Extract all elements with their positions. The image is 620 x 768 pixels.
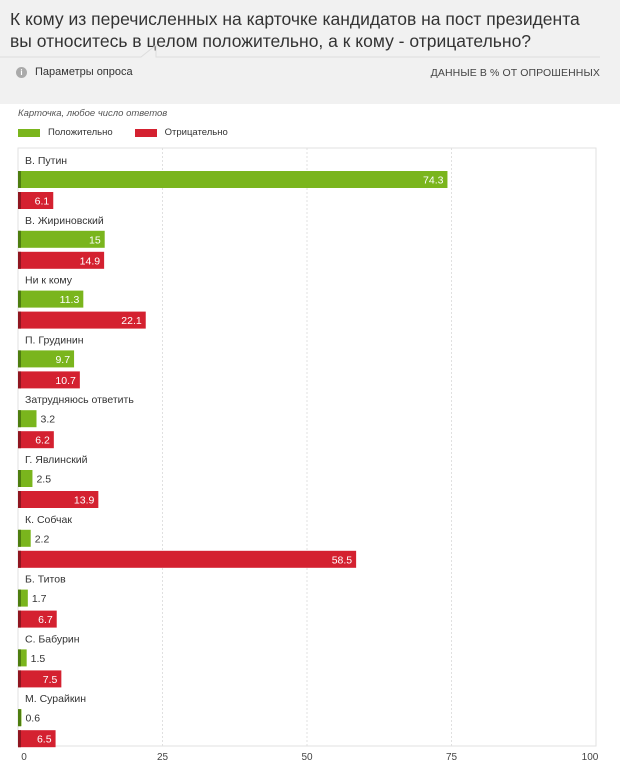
bar-positive bbox=[18, 350, 75, 368]
survey-params-label: Параметры опроса bbox=[35, 66, 133, 78]
legend-label-positive: Положительно bbox=[48, 127, 113, 138]
category-label: Б. Титов bbox=[25, 574, 66, 586]
legend-label-negative: Отрицательно bbox=[164, 127, 228, 138]
bar-marker bbox=[18, 670, 21, 688]
bar-marker bbox=[18, 290, 21, 308]
info-circle-icon: i bbox=[16, 66, 27, 78]
x-tick-label: 75 bbox=[446, 752, 458, 763]
header: К кому из перечисленных на карточке канд… bbox=[0, 0, 620, 104]
bar-negative bbox=[18, 670, 62, 688]
bar-marker bbox=[18, 491, 21, 508]
units-label: ДАННЫЕ В % ОТ ОПРОШЕННЫХ bbox=[430, 67, 600, 79]
data-label: 11.3 bbox=[60, 294, 80, 306]
bar-marker bbox=[18, 350, 21, 368]
x-tick-label: 50 bbox=[301, 752, 313, 763]
data-label: 2.5 bbox=[36, 474, 51, 486]
bar-positive bbox=[18, 410, 37, 428]
data-label: 1.7 bbox=[32, 593, 47, 605]
legend-swatch-negative bbox=[134, 128, 157, 137]
bar-marker bbox=[18, 311, 21, 329]
bar-negative bbox=[18, 730, 56, 748]
category-label: П. Грудинин bbox=[25, 334, 84, 346]
data-label: 14.9 bbox=[80, 255, 101, 267]
category-label: Г. Явлинский bbox=[25, 454, 88, 466]
data-label: 3.2 bbox=[40, 414, 55, 426]
bar-marker bbox=[18, 610, 21, 628]
bar-negative bbox=[18, 491, 99, 508]
bar-marker bbox=[18, 470, 21, 487]
category-label: С. Бабурин bbox=[25, 633, 80, 645]
data-label: 6.2 bbox=[35, 435, 50, 447]
legend: Положительно Отрицательно bbox=[18, 127, 250, 138]
bar-marker bbox=[18, 529, 21, 547]
data-label: 58.5 bbox=[332, 554, 353, 566]
bar-marker bbox=[18, 550, 21, 568]
category-label: К. Собчак bbox=[25, 514, 72, 526]
bar-positive bbox=[18, 589, 28, 607]
data-label: 9.7 bbox=[55, 354, 70, 366]
bar-positive bbox=[18, 470, 33, 487]
bar-marker bbox=[18, 251, 21, 269]
chart-subtitle: Карточка, любое число ответов bbox=[18, 108, 168, 119]
data-label: 1.5 bbox=[31, 653, 46, 665]
bar-negative bbox=[18, 431, 54, 449]
x-tick-label: 100 bbox=[582, 752, 599, 763]
bar-marker bbox=[18, 192, 21, 209]
legend-swatch-positive bbox=[18, 128, 40, 137]
bar-marker bbox=[18, 431, 21, 449]
bar-negative bbox=[18, 251, 105, 269]
bar-positive bbox=[18, 290, 84, 308]
survey-params-link[interactable]: i Параметры опроса bbox=[16, 66, 133, 78]
bar-positive bbox=[18, 649, 27, 667]
legend-item-positive[interactable]: Положительно bbox=[18, 127, 113, 138]
category-label: М. Сурайкин bbox=[25, 693, 86, 705]
bar-marker bbox=[18, 649, 21, 667]
data-label: 7.5 bbox=[43, 674, 58, 686]
data-label: 13.9 bbox=[74, 495, 95, 507]
bar-positive bbox=[18, 529, 31, 547]
bar-marker bbox=[18, 371, 21, 389]
bar-marker bbox=[18, 171, 21, 188]
category-label: В. Жириновский bbox=[25, 215, 104, 227]
data-label: 6.7 bbox=[38, 614, 53, 626]
bar-positive bbox=[18, 171, 448, 188]
data-label: 74.3 bbox=[423, 175, 444, 187]
category-label: Ни к кому bbox=[25, 275, 73, 287]
data-label: 6.1 bbox=[35, 196, 50, 208]
bar-negative bbox=[18, 311, 146, 329]
bar-negative bbox=[18, 550, 357, 568]
data-label: 0.6 bbox=[25, 713, 40, 725]
bar-negative bbox=[18, 371, 80, 389]
params-tab-line bbox=[0, 43, 600, 58]
data-label: 22.1 bbox=[121, 315, 142, 327]
bar-positive bbox=[18, 230, 105, 248]
data-label: 10.7 bbox=[55, 375, 76, 387]
x-tick-label: 0 bbox=[21, 752, 27, 763]
data-label: 6.5 bbox=[37, 734, 52, 746]
bar-negative bbox=[18, 610, 57, 628]
bar-marker bbox=[18, 589, 21, 607]
data-label: 15 bbox=[89, 234, 101, 246]
bar-marker bbox=[18, 410, 21, 428]
category-label: Затрудняюсь ответить bbox=[25, 394, 134, 406]
legend-item-negative[interactable]: Отрицательно bbox=[134, 127, 228, 138]
bar-marker bbox=[18, 730, 21, 748]
bar-negative bbox=[18, 192, 54, 209]
question-title: К кому из перечисленных на карточке канд… bbox=[10, 9, 580, 51]
bar-marker bbox=[18, 230, 21, 248]
data-label: 2.2 bbox=[35, 533, 50, 545]
bar-marker bbox=[18, 709, 21, 727]
category-label: В. Путин bbox=[25, 155, 67, 167]
x-tick-label: 25 bbox=[157, 752, 169, 763]
